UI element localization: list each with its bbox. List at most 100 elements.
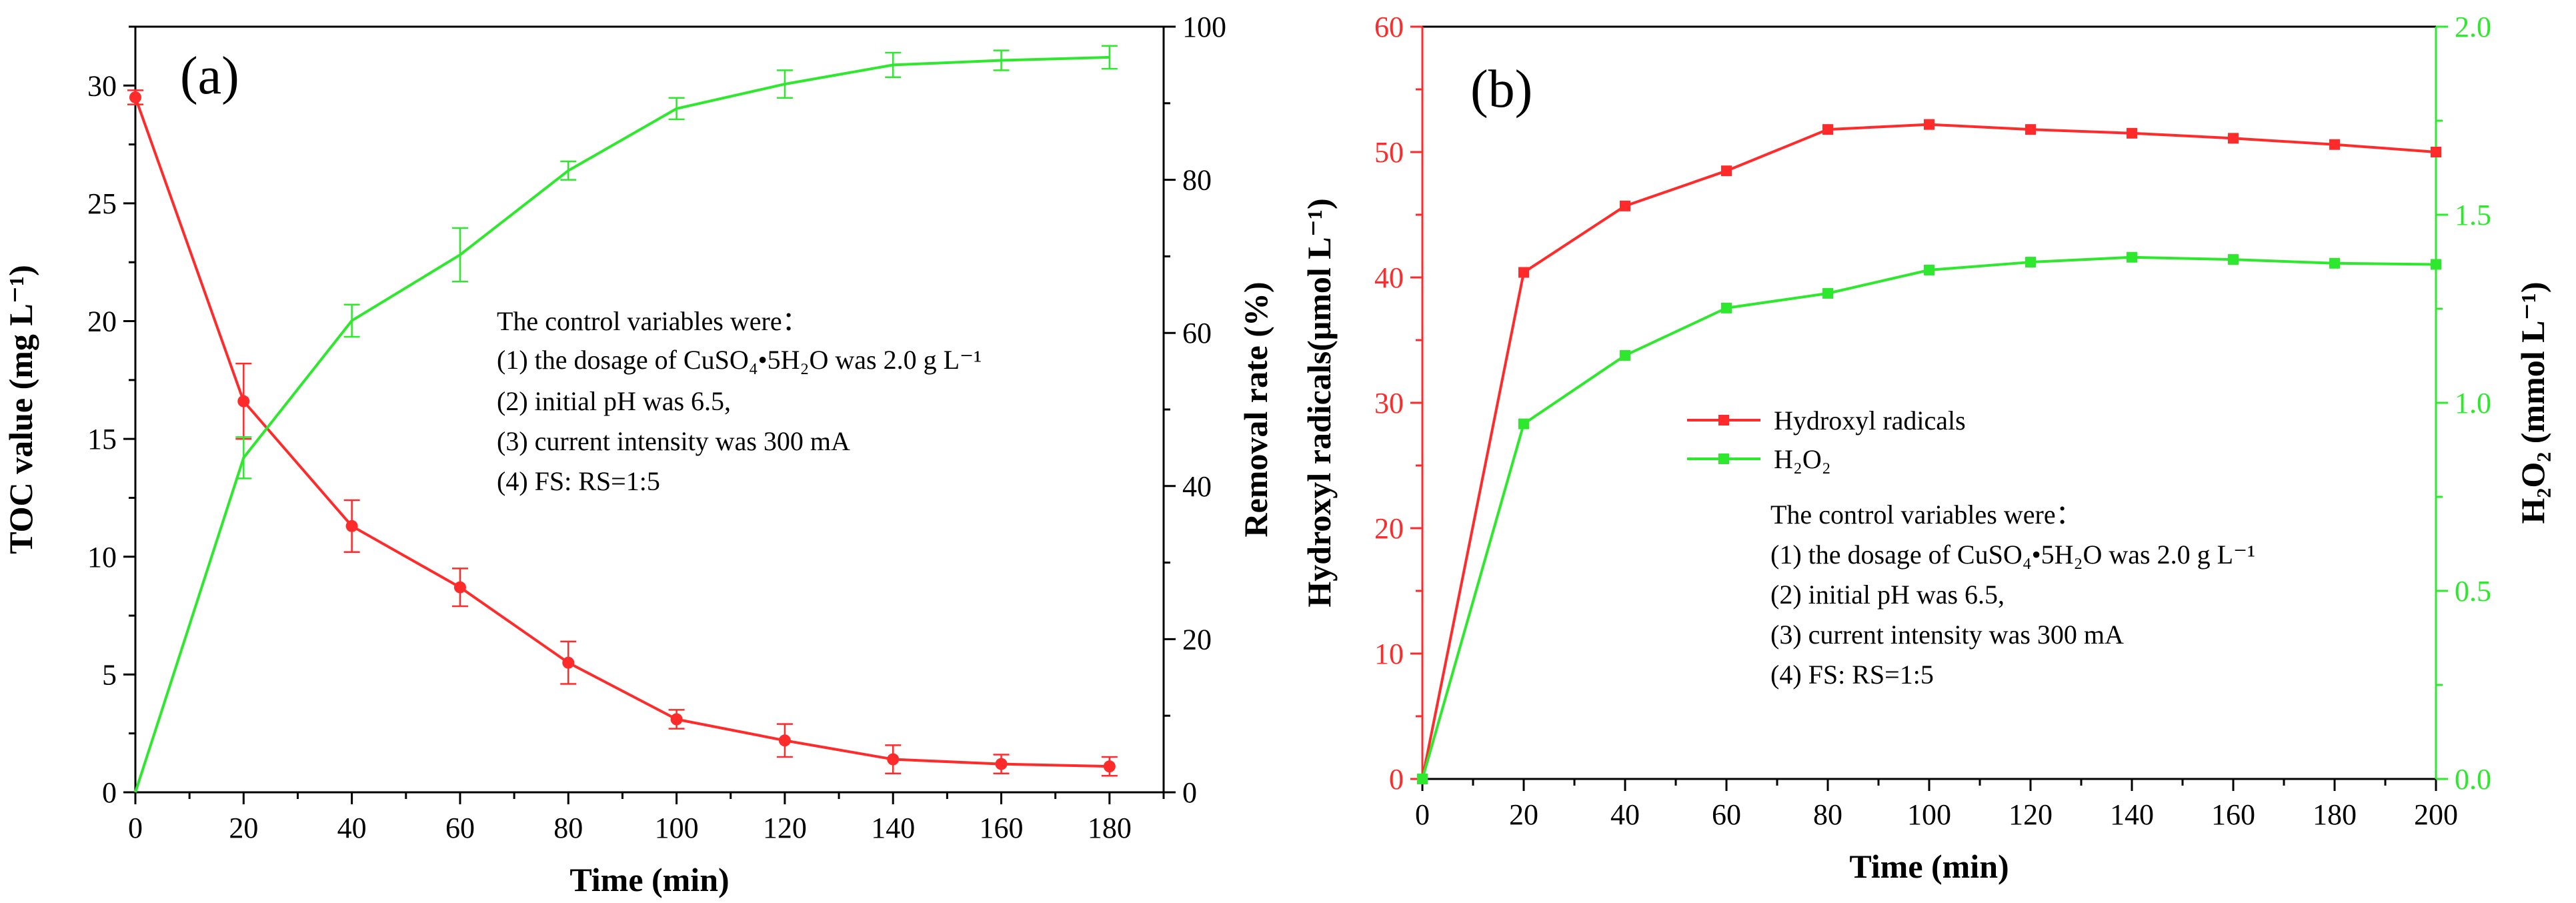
note-line: (3) current intensity was 300 mA <box>497 426 850 456</box>
legend-item: H₂O₂ <box>1687 444 1831 474</box>
data-point <box>1822 124 1833 135</box>
note-line: (2) initial pH was 6.5, <box>497 386 731 416</box>
data-point <box>2228 133 2239 144</box>
data-point <box>2127 251 2137 263</box>
note-line: (1) the dosage of CuSO₄•5H₂O was 2.0 g L… <box>497 345 982 375</box>
series-hydroxyl-radicals <box>1417 119 2441 784</box>
series-h-o- <box>1417 251 2441 784</box>
y-left-axis-title: TOC value (mg L⁻¹) <box>2 265 39 554</box>
y-right-tick-label: 40 <box>1182 470 1212 503</box>
y-left-tick-label: 0 <box>102 776 117 809</box>
y-right-tick-label: 2.0 <box>2455 11 2491 43</box>
data-point <box>129 91 141 103</box>
x-tick-label: 100 <box>1907 798 1951 831</box>
x-tick-label: 180 <box>1088 812 1132 844</box>
x-tick-label: 160 <box>980 812 1024 844</box>
y-left-tick-label: 20 <box>87 305 117 338</box>
y-left-tick-label: 30 <box>1374 387 1404 419</box>
data-point <box>995 758 1008 770</box>
data-point <box>2025 124 2036 135</box>
x-tick-label: 200 <box>2414 798 2458 831</box>
series-line <box>134 97 1110 768</box>
x-tick-label: 0 <box>1415 798 1430 831</box>
data-point <box>670 713 683 726</box>
legend-swatch-marker <box>1718 415 1729 425</box>
x-tick-label: 60 <box>445 812 475 844</box>
series-line <box>134 55 1110 793</box>
x-tick-label: 40 <box>337 812 367 844</box>
y-right-tick-label: 1.5 <box>2455 199 2491 231</box>
x-tick-label: 80 <box>1813 798 1842 831</box>
y-right-axis-title: H₂O₂ (mmol L⁻¹) <box>2514 282 2551 524</box>
x-tick-label: 20 <box>1509 798 1538 831</box>
data-point <box>1924 119 1935 130</box>
x-tick-label: 60 <box>1712 798 1741 831</box>
y-left-tick-label: 30 <box>87 69 117 102</box>
x-axis-title: Time (min) <box>569 861 729 898</box>
y-left-tick-label: 20 <box>1374 512 1404 545</box>
note-line: (4) FS: RS=1:5 <box>497 466 660 496</box>
control-variables-note: The control variables were： (1) the dosag… <box>497 306 982 496</box>
data-point <box>1518 267 1529 278</box>
control-variables-note: The control variables were： (1) the dosag… <box>1770 500 2255 690</box>
chart-panel-a: 0 20 40 60 80 100 120 140 160 180 0 5 10 15 20 25 30 0 20 4… <box>2 11 1274 898</box>
data-point <box>1924 264 1935 275</box>
y-right-tick-label: 0 <box>1182 776 1197 809</box>
note-line: (1) the dosage of CuSO₄•5H₂O was 2.0 g L… <box>1770 540 2255 570</box>
data-point <box>2228 254 2239 265</box>
panel-label: (b) <box>1470 60 1532 119</box>
data-point <box>1103 760 1116 773</box>
y-right-tick-label: 100 <box>1182 11 1226 43</box>
data-point <box>1721 302 1732 313</box>
y-left-tick-label: 40 <box>1374 261 1404 294</box>
x-tick-label: 40 <box>1610 798 1640 831</box>
note-title: The control variables were： <box>497 306 809 336</box>
y-left-tick-label: 60 <box>1374 11 1404 43</box>
y-left-tick-label: 10 <box>87 541 117 574</box>
y-left-tick-label: 0 <box>1389 763 1404 796</box>
y-left-tick-label: 50 <box>1374 136 1404 169</box>
data-point <box>1721 165 1732 177</box>
note-title: The control variables were： <box>1770 500 2083 530</box>
x-axis-title: Time (min) <box>1849 848 2009 885</box>
data-point <box>2431 259 2441 270</box>
legend-label: Hydroxyl radicals <box>1774 405 1966 435</box>
x-tick-label: 0 <box>128 812 143 844</box>
data-point <box>1620 349 1630 361</box>
y-left-tick-label: 15 <box>87 423 117 456</box>
series-removal-rate <box>134 45 1118 793</box>
legend-swatch-marker <box>1718 454 1729 464</box>
chart-panel-b: 0 20 40 60 80 100 120 140 160 180 200 0 10 20 30 40 50 60… <box>1300 11 2551 885</box>
y-left-tick-label: 10 <box>1374 638 1404 670</box>
x-tick-label: 100 <box>655 812 699 844</box>
x-tick-label: 20 <box>229 812 258 844</box>
data-point <box>562 656 575 669</box>
y-right-axis-title: Removal rate (%) <box>1237 281 1274 537</box>
y-left-tick-label: 5 <box>102 658 117 691</box>
note-line: (4) FS: RS=1:5 <box>1770 660 1934 690</box>
data-point <box>453 581 466 594</box>
data-point <box>345 520 358 532</box>
data-point <box>1822 287 1833 299</box>
data-point <box>2025 257 2036 268</box>
data-point <box>2431 147 2441 157</box>
data-point <box>1518 418 1529 429</box>
y-right-tick-label: 1.0 <box>2455 387 2491 419</box>
y-right-tick-label: 60 <box>1182 317 1212 349</box>
legend-label: H₂O₂ <box>1774 444 1831 474</box>
y-right-tick-label: 80 <box>1182 164 1212 197</box>
x-tick-label: 180 <box>2313 798 2357 831</box>
x-tick-label: 160 <box>2211 798 2255 831</box>
panel-label: (a) <box>180 47 239 105</box>
note-line: (3) current intensity was 300 mA <box>1770 620 2124 650</box>
x-tick-label: 140 <box>871 812 915 844</box>
x-tick-label: 80 <box>553 812 583 844</box>
y-left-axis-title: Hydroxyl radicals(μmol L⁻¹) <box>1300 198 1338 607</box>
data-point <box>2329 257 2340 269</box>
data-point <box>1417 774 1428 784</box>
y-left-tick-label: 25 <box>87 187 117 220</box>
y-right-tick-label: 0.5 <box>2455 575 2491 608</box>
data-point <box>2127 127 2137 139</box>
series-toc-value <box>127 89 1118 777</box>
